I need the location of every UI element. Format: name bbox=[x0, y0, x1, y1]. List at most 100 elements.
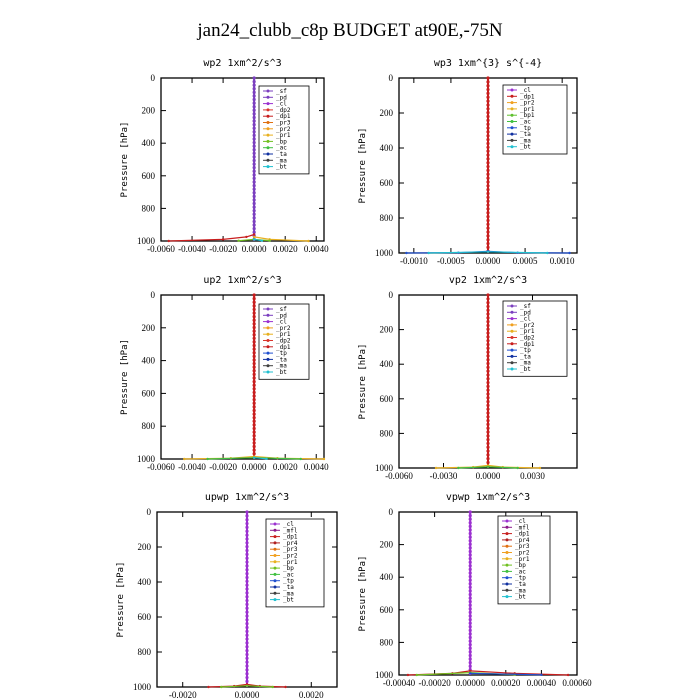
panel-2-point bbox=[486, 153, 490, 157]
panel-2-ytick-label: 200 bbox=[380, 108, 394, 118]
panel-5-legend-label: _bp bbox=[283, 565, 294, 572]
panel-6-point bbox=[566, 673, 570, 677]
panel-2-xtick-label: 0.0010 bbox=[550, 256, 575, 266]
panel-4-point bbox=[486, 434, 490, 438]
panel-5-legend-marker bbox=[273, 554, 277, 557]
panel-5-ytick-label: 800 bbox=[138, 647, 152, 657]
panel-5-ytick-label: 200 bbox=[138, 542, 152, 552]
panel-1-point bbox=[252, 212, 256, 216]
panel-5-legend-marker bbox=[273, 560, 277, 564]
panel-4-legend-marker bbox=[510, 336, 514, 339]
panel-5-point bbox=[245, 625, 249, 630]
panel-1-legend-marker bbox=[266, 102, 270, 106]
panel-6-xtick-label: -0.00040 bbox=[383, 678, 416, 688]
panel-1-ytick-label: 400 bbox=[142, 138, 156, 148]
panel-6-point bbox=[406, 673, 410, 677]
panel-1-point bbox=[167, 239, 170, 243]
panel-1-ylabel: Pressure [hPa] bbox=[120, 122, 130, 198]
panel-5-point bbox=[245, 602, 249, 607]
panel-4-legend-marker bbox=[510, 323, 514, 327]
panel-3-point bbox=[322, 457, 326, 461]
panel-5-point bbox=[245, 552, 249, 556]
panel-5-point bbox=[245, 664, 249, 668]
panel-5-legend-marker bbox=[273, 547, 277, 551]
panel-1-legend-label: _dp1 bbox=[276, 113, 291, 120]
panel-3-ytick-label: 1000 bbox=[137, 454, 156, 464]
panel-2-point bbox=[486, 191, 490, 196]
panel-2-legend-marker bbox=[510, 138, 514, 142]
panel-1-ytick-label: 1000 bbox=[137, 236, 156, 246]
panel-1-point bbox=[245, 235, 248, 239]
panel-6-legend-marker bbox=[505, 563, 509, 567]
panel-6-ytick-label: 1000 bbox=[375, 670, 394, 680]
panel-2-point bbox=[486, 218, 490, 223]
panel-3-point bbox=[252, 390, 256, 395]
panel-3-title: up2 1xm^2/s^3 bbox=[203, 275, 281, 286]
panel-6-legend-label: _pr4 bbox=[515, 537, 530, 544]
panel-6-point bbox=[468, 621, 472, 625]
panel-5-legend-label: _cl bbox=[283, 521, 294, 528]
panel-4-legend-label: _pr1 bbox=[520, 328, 535, 335]
panel-6-point bbox=[468, 531, 472, 536]
panel-3-legend-marker bbox=[266, 332, 270, 336]
panel-4-legend-marker bbox=[510, 361, 514, 365]
panel-4-point bbox=[486, 377, 490, 381]
panel-5-point bbox=[245, 656, 249, 660]
panel-3-point bbox=[252, 426, 256, 431]
panel-4-point bbox=[486, 422, 490, 427]
panel-5-point bbox=[245, 637, 249, 641]
panel-1-series-dp1 bbox=[168, 233, 255, 242]
panel-3-legend-label: _ta bbox=[276, 356, 287, 363]
panel-1-point bbox=[252, 201, 256, 206]
panel-5-point bbox=[245, 649, 249, 653]
panel-1-legend-label: _bp bbox=[276, 138, 287, 145]
panel-2-point bbox=[486, 199, 490, 203]
panel-3-legend-marker bbox=[266, 307, 270, 311]
panel-3-legend-label: _pr1 bbox=[276, 331, 291, 338]
panel-2-point bbox=[486, 95, 490, 99]
panel-5-point bbox=[245, 587, 249, 591]
panel-2-legend-marker bbox=[510, 145, 514, 149]
panel-1-point bbox=[307, 239, 310, 243]
panel-4-point bbox=[486, 457, 490, 461]
panel-5-point bbox=[245, 579, 249, 583]
panel-5-point bbox=[245, 652, 249, 657]
panel-3-point bbox=[252, 325, 256, 330]
panel-3-legend-label: _bt bbox=[276, 369, 287, 376]
panel-4-point bbox=[486, 312, 490, 316]
panel-5-legend-label: _dp1 bbox=[283, 534, 298, 541]
panel-3-point bbox=[252, 365, 256, 369]
panel-6-legend-marker bbox=[505, 557, 509, 561]
panel-6-point bbox=[468, 643, 472, 647]
panel-1-point bbox=[252, 166, 256, 170]
panel-4-point bbox=[486, 358, 490, 362]
page-title: jan24_clubb_c8p BUDGET at90E,-75N bbox=[197, 20, 503, 41]
panel-2-point bbox=[486, 99, 490, 103]
panel-6-point bbox=[468, 600, 472, 604]
panel-5-legend-label: _pr1 bbox=[283, 559, 298, 566]
panel-4-legend-marker bbox=[510, 304, 514, 308]
panel-6-legend-marker bbox=[505, 595, 509, 599]
panel-5-legend-marker bbox=[273, 522, 277, 526]
panel-2-xtick-label: -0.0010 bbox=[400, 256, 428, 266]
panel-1-point bbox=[252, 79, 256, 84]
panel-2-legend-marker bbox=[510, 132, 514, 136]
panel-2-legend-marker bbox=[510, 107, 514, 111]
panel-6-legend-label: _cl bbox=[515, 518, 526, 525]
panel-4-point bbox=[486, 380, 490, 385]
panel-1-point bbox=[252, 137, 256, 141]
panel-2-point bbox=[486, 145, 490, 149]
panel-3-xtick-label: -0.0040 bbox=[178, 462, 206, 472]
panel-3-point bbox=[252, 405, 256, 409]
panel-6-point bbox=[468, 653, 472, 658]
panel-6-point bbox=[468, 539, 472, 543]
panel-3-point bbox=[252, 408, 256, 413]
panel-4-legend-marker bbox=[510, 317, 514, 321]
panel-6-legend-label: _ac bbox=[515, 568, 526, 575]
panel-2-ytick-label: 0 bbox=[389, 73, 394, 83]
panel-2-point bbox=[486, 122, 490, 126]
panel-6-point bbox=[468, 567, 472, 571]
panel-2-point bbox=[486, 76, 490, 80]
panel-6-legend-marker bbox=[505, 551, 509, 554]
panel-6-point bbox=[468, 524, 472, 528]
